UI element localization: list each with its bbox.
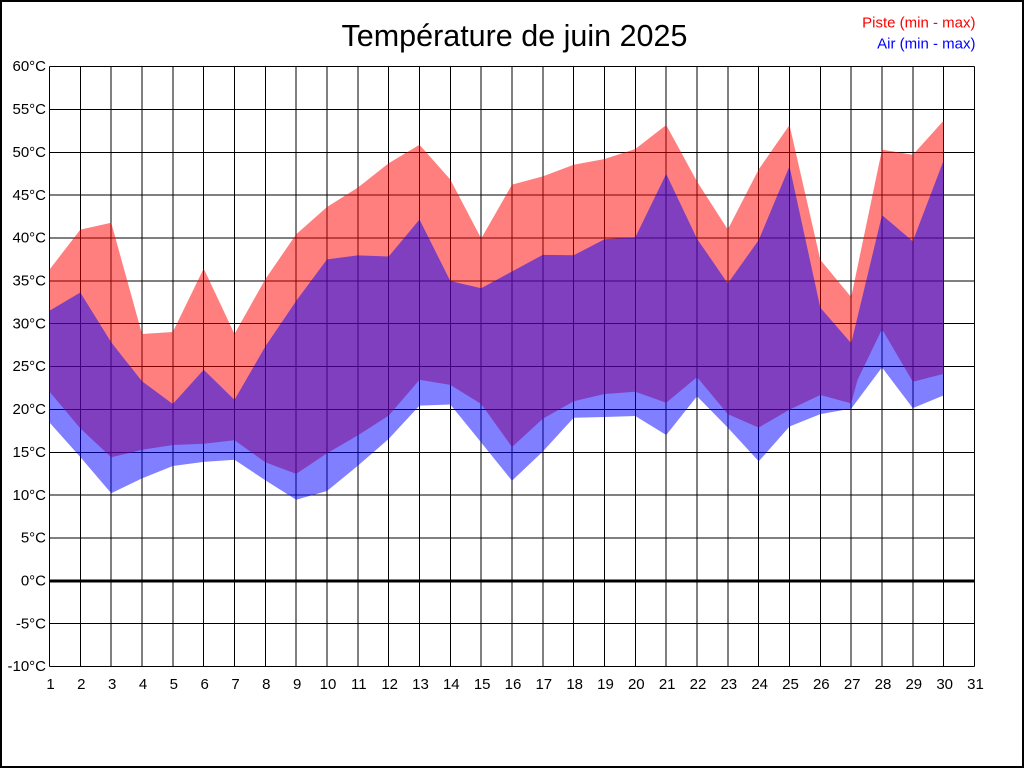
svg-text:15: 15 (474, 676, 491, 693)
svg-text:0°C: 0°C (21, 573, 46, 590)
svg-text:30: 30 (936, 676, 953, 693)
svg-text:45°C: 45°C (12, 187, 46, 204)
svg-text:13: 13 (412, 676, 429, 693)
svg-text:19: 19 (597, 676, 614, 693)
svg-text:29: 29 (905, 676, 922, 693)
svg-text:10: 10 (320, 676, 337, 693)
svg-text:17: 17 (535, 676, 552, 693)
svg-text:11: 11 (351, 676, 367, 693)
svg-text:5°C: 5°C (21, 530, 46, 547)
svg-text:7: 7 (231, 676, 239, 693)
svg-text:27: 27 (844, 676, 861, 693)
svg-text:30°C: 30°C (12, 315, 46, 332)
svg-text:Piste (min - max): Piste (min - max) (862, 15, 975, 32)
svg-text:31: 31 (967, 676, 984, 693)
svg-text:-10°C: -10°C (7, 658, 46, 675)
svg-text:15°C: 15°C (12, 444, 46, 461)
svg-text:10°C: 10°C (12, 487, 46, 504)
svg-text:Température de juin 2025: Température de juin 2025 (342, 19, 688, 53)
svg-text:26: 26 (813, 676, 830, 693)
svg-text:25: 25 (782, 676, 799, 693)
svg-text:18: 18 (566, 676, 583, 693)
svg-text:40°C: 40°C (12, 230, 46, 247)
svg-text:55°C: 55°C (12, 101, 46, 118)
svg-text:20°C: 20°C (12, 401, 46, 418)
svg-text:60°C: 60°C (12, 58, 46, 75)
svg-text:21: 21 (659, 676, 676, 693)
svg-text:1: 1 (46, 676, 54, 693)
svg-text:20: 20 (628, 676, 645, 693)
svg-text:4: 4 (139, 676, 147, 693)
svg-text:25°C: 25°C (12, 358, 46, 375)
svg-text:24: 24 (751, 676, 768, 693)
svg-text:3: 3 (108, 676, 116, 693)
svg-text:8: 8 (262, 676, 270, 693)
svg-text:23: 23 (720, 676, 737, 693)
svg-text:35°C: 35°C (12, 273, 46, 290)
svg-text:6: 6 (201, 676, 209, 693)
svg-text:28: 28 (875, 676, 892, 693)
svg-text:Air (min - max): Air (min - max) (877, 35, 975, 52)
svg-text:5: 5 (170, 676, 178, 693)
svg-text:22: 22 (690, 676, 707, 693)
svg-text:12: 12 (381, 676, 398, 693)
svg-text:2: 2 (77, 676, 85, 693)
svg-text:9: 9 (293, 676, 301, 693)
svg-text:50°C: 50°C (12, 144, 46, 161)
svg-text:16: 16 (505, 676, 522, 693)
svg-text:-5°C: -5°C (16, 615, 46, 632)
svg-text:14: 14 (443, 676, 460, 693)
